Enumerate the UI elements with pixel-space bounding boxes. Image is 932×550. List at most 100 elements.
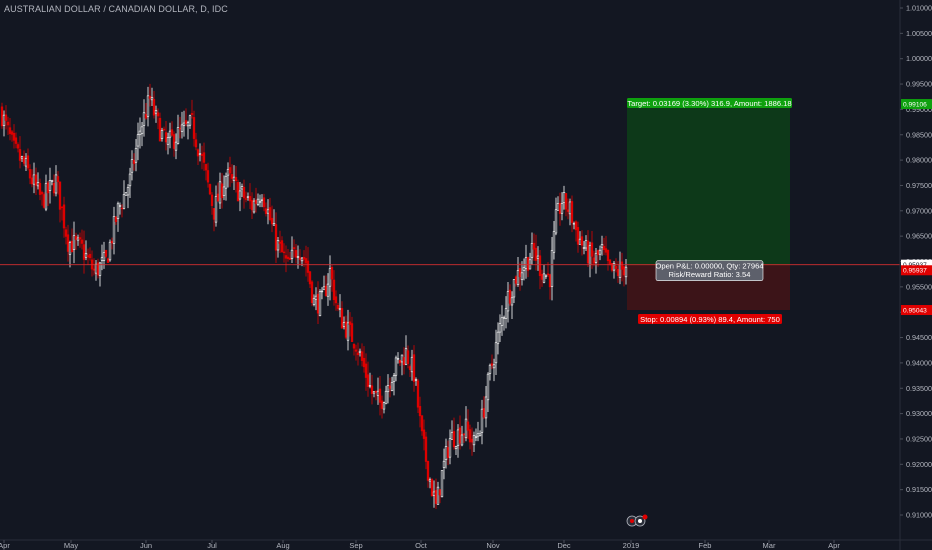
candle	[106, 257, 110, 263]
candle	[150, 87, 154, 106]
candle	[362, 346, 366, 373]
candle	[582, 240, 586, 255]
candle	[504, 296, 508, 329]
candle	[180, 111, 184, 139]
candle	[248, 183, 252, 210]
candle	[282, 243, 286, 263]
candle	[472, 431, 476, 452]
candle	[510, 291, 514, 319]
candle	[596, 249, 600, 267]
candle	[210, 192, 214, 215]
candle	[304, 245, 308, 277]
candle	[308, 270, 312, 289]
candle	[20, 155, 24, 163]
candle	[160, 127, 164, 142]
candle	[318, 289, 322, 317]
y-tick-label: 0.98000	[906, 156, 932, 165]
candle	[524, 244, 528, 279]
target-label[interactable]: Target: 0.03169 (3.30%) 316.9, Amount: 1…	[627, 98, 792, 109]
x-tick-label: Dec	[557, 541, 571, 550]
candle	[400, 354, 404, 376]
candle	[358, 348, 362, 357]
candle	[100, 244, 104, 271]
candle	[204, 163, 208, 181]
x-tick-label: Jun	[140, 541, 152, 550]
candle	[172, 131, 176, 157]
candle	[338, 294, 342, 318]
candle	[42, 192, 46, 209]
candle	[356, 342, 360, 366]
candle	[90, 250, 94, 277]
candle	[140, 121, 144, 147]
target-label-text: Target: 0.03169 (3.30%) 316.9, Amount: 1…	[627, 99, 791, 108]
candle	[44, 174, 48, 212]
candle	[442, 448, 446, 480]
candle	[586, 230, 590, 267]
candle	[116, 201, 120, 232]
target-zone[interactable]	[627, 104, 790, 265]
candle	[378, 375, 382, 416]
candle	[528, 252, 532, 270]
candle	[128, 167, 132, 198]
y-tick-label: 1.00000	[906, 54, 932, 63]
candle	[30, 169, 34, 188]
candle	[166, 132, 170, 155]
candle	[576, 221, 580, 253]
x-tick-label: 2019	[623, 541, 640, 550]
stop-label[interactable]: Stop: 0.00894 (0.93%) 89.4, Amount: 750	[638, 314, 782, 325]
candle	[228, 156, 232, 187]
candle	[122, 180, 126, 210]
candle	[148, 83, 152, 107]
candle	[434, 478, 438, 510]
y-tick-label: 0.96500	[906, 232, 932, 241]
candle	[526, 256, 530, 278]
candle	[94, 259, 98, 281]
x-tick-label: Jul	[207, 541, 217, 550]
candle	[232, 165, 236, 190]
candle	[198, 143, 202, 162]
candle	[456, 424, 460, 458]
y-tick-label: 0.93500	[906, 384, 932, 393]
candle	[214, 185, 218, 227]
open-pnl-text: Open P&L: 0.00000, Qty: 27964	[655, 262, 763, 271]
y-tick-label: 0.91000	[906, 511, 932, 520]
y-tick-label: 0.92500	[906, 434, 932, 443]
candle	[426, 460, 430, 488]
candle	[14, 132, 18, 149]
x-tick-label: Sep	[349, 541, 362, 550]
x-tick-label: Apr	[828, 541, 840, 550]
candle	[170, 121, 174, 137]
candle	[288, 252, 292, 260]
candle	[6, 116, 10, 136]
candle	[478, 430, 482, 437]
candle	[260, 194, 264, 208]
candle	[208, 183, 212, 196]
candle	[366, 361, 370, 397]
candle	[462, 432, 466, 443]
candle	[502, 315, 506, 331]
candle	[82, 230, 86, 274]
candle	[562, 185, 566, 210]
candle	[394, 355, 398, 382]
candle	[516, 256, 520, 287]
candle	[606, 249, 610, 271]
candle	[68, 240, 72, 268]
candle	[110, 237, 114, 250]
x-tick-label: Feb	[699, 541, 712, 550]
candle	[212, 208, 216, 232]
candles	[0, 83, 628, 510]
candle	[54, 165, 58, 197]
candle	[476, 421, 480, 442]
candle	[508, 284, 512, 306]
candle	[376, 377, 380, 405]
candle	[410, 349, 414, 381]
candle	[392, 372, 396, 396]
candle	[612, 261, 616, 279]
candle	[258, 194, 262, 208]
position-info-box[interactable]: Open P&L: 0.00000, Qty: 27964Risk/Reward…	[655, 260, 764, 281]
candle	[402, 347, 406, 375]
candle	[8, 117, 12, 141]
candle	[398, 359, 402, 366]
candle	[298, 249, 302, 266]
